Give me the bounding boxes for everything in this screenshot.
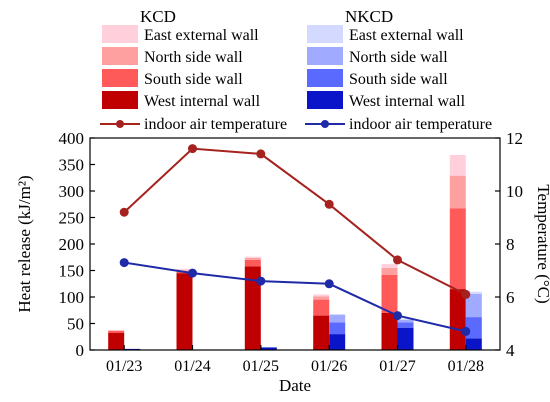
- bar-kcd-0-2: [244, 266, 261, 350]
- y-right-tick-label-1: 6: [506, 288, 515, 307]
- legend-label-nkcd-2: North side wall: [349, 49, 448, 66]
- legend-swatch-nkcd-3: [307, 25, 343, 43]
- legend-label-kcd-1: South side wall: [144, 71, 243, 88]
- legend-label-kcd-0: West internal wall: [144, 93, 261, 110]
- y-right-tick-label-4: 12: [506, 129, 523, 148]
- legend-swatch-kcd-2: [102, 47, 138, 65]
- bar-kcd-3-3: [313, 294, 330, 297]
- point-kcd-5: [461, 289, 471, 299]
- line-nkcd: [124, 261, 467, 333]
- legend-line-marker-kcd: [116, 120, 124, 128]
- bar-nkcd-3-4: [397, 318, 414, 320]
- bar-kcd-2-3: [313, 296, 330, 300]
- legend-swatch-nkcd-0: [307, 91, 343, 109]
- point-nkcd-5: [461, 326, 471, 336]
- bar-kcd-1-3: [313, 299, 330, 316]
- x-tick-label-4: 01/27: [379, 358, 415, 375]
- y-left-tick-label-1: 50: [67, 315, 84, 334]
- point-nkcd-0: [119, 258, 129, 268]
- legend-swatch-kcd-1: [102, 69, 138, 87]
- legend-group-title-nkcd: NKCD: [345, 7, 393, 26]
- point-nkcd-3: [324, 279, 334, 289]
- bar-nkcd-0-2: [260, 347, 277, 350]
- bar-nkcd-2-3: [329, 315, 346, 323]
- bar-nkcd-0-5: [465, 338, 482, 350]
- legend-label-kcd-2: North side wall: [144, 49, 243, 66]
- bar-kcd-0-0: [108, 333, 125, 350]
- point-kcd-4: [393, 255, 402, 265]
- point-kcd-2: [256, 149, 266, 159]
- legend-label-nkcd-3: East external wall: [349, 27, 464, 44]
- bar-kcd-0-4: [381, 312, 398, 350]
- bar-kcd-0-3: [313, 315, 330, 350]
- bar-kcd-3-0: [108, 329, 125, 331]
- y-left-tick-label-2: 100: [59, 288, 85, 307]
- y-right-tick-label-3: 10: [506, 182, 523, 201]
- line-kcd: [123, 147, 467, 296]
- legend-group-title-kcd: KCD: [140, 7, 176, 26]
- y-left-tick-label-5: 250: [59, 209, 85, 228]
- bar-kcd-2-0: [108, 330, 125, 331]
- legend-swatch-nkcd-1: [307, 69, 343, 87]
- bar-kcd-0-5: [449, 289, 466, 350]
- point-kcd-1: [188, 144, 197, 154]
- bar-kcd-1-5: [449, 208, 466, 290]
- bar-nkcd-3-5: [465, 291, 482, 294]
- bar-nkcd-2-4: [397, 319, 414, 323]
- legend-label-kcd-3: East external wall: [144, 27, 259, 44]
- bar-kcd-3-5: [449, 155, 466, 176]
- bar-kcd-3-2: [244, 256, 261, 258]
- x-tick-label-0: 01/23: [106, 358, 142, 375]
- point-nkcd-2: [256, 276, 266, 286]
- legend-swatch-kcd-3: [102, 25, 138, 43]
- legend-line-label-nkcd: indoor air temperature: [349, 116, 492, 133]
- bar-kcd-2-5: [449, 175, 466, 209]
- x-axis-title: Date: [279, 376, 311, 395]
- y-left-tick-label-7: 350: [59, 156, 85, 175]
- point-nkcd-1: [188, 268, 197, 278]
- point-nkcd-4: [393, 311, 402, 321]
- y-left-tick-label-3: 150: [59, 262, 85, 281]
- point-kcd-3: [324, 199, 334, 209]
- plot-frame: [89, 137, 501, 351]
- legend-line-marker-nkcd: [321, 120, 329, 128]
- bar-kcd-3-1: [176, 268, 193, 271]
- y-left-tick-label-6: 300: [59, 182, 85, 201]
- legend-line-label-kcd: indoor air temperature: [144, 116, 287, 133]
- bar-kcd-1-4: [381, 274, 398, 313]
- axes-layer: 0 50 100 150 200 250 300 350 400 4 6 8 10 12 01/23 01/2…: [15, 129, 550, 395]
- y-right-tick-label-0: 4: [506, 341, 515, 360]
- legend-label-nkcd-0: West internal wall: [349, 93, 466, 110]
- bar-nkcd-1-3: [329, 322, 346, 335]
- bar-kcd-1-2: [244, 259, 261, 267]
- bar-nkcd-0-3: [329, 334, 346, 350]
- lines-layer: [119, 144, 471, 336]
- y-right-tick-label-2: 8: [506, 235, 515, 254]
- legend-label-nkcd-1: South side wall: [349, 71, 448, 88]
- x-tick-label-2: 01/25: [243, 358, 279, 375]
- legend-swatch-kcd-0: [102, 91, 138, 109]
- y-left-tick-label-4: 200: [59, 235, 85, 254]
- bar-nkcd-0-4: [397, 327, 414, 350]
- y-left-tick-label-8: 400: [59, 129, 85, 148]
- bar-kcd-0-1: [176, 273, 193, 350]
- legend-swatch-nkcd-2: [307, 47, 343, 65]
- bars-layer: [108, 155, 482, 350]
- point-kcd-0: [119, 207, 129, 217]
- y-left-axis-title: Heat release (kJ/m²): [15, 175, 34, 312]
- bar-kcd-1-0: [108, 330, 125, 333]
- bar-nkcd-2-5: [465, 293, 482, 318]
- x-tick-label-5: 01/28: [448, 358, 484, 375]
- bar-kcd-2-4: [381, 267, 398, 275]
- x-tick-label-3: 01/26: [311, 358, 347, 375]
- bar-nkcd-3-3: [329, 314, 346, 316]
- y-right-axis-title: Temperature (°C): [534, 184, 550, 303]
- bar-kcd-3-4: [381, 264, 398, 268]
- bar-nkcd-1-4: [397, 322, 414, 328]
- bar-kcd-2-2: [244, 257, 261, 260]
- y-left-tick-label-0: 0: [76, 341, 85, 360]
- x-tick-label-1: 01/24: [174, 358, 210, 375]
